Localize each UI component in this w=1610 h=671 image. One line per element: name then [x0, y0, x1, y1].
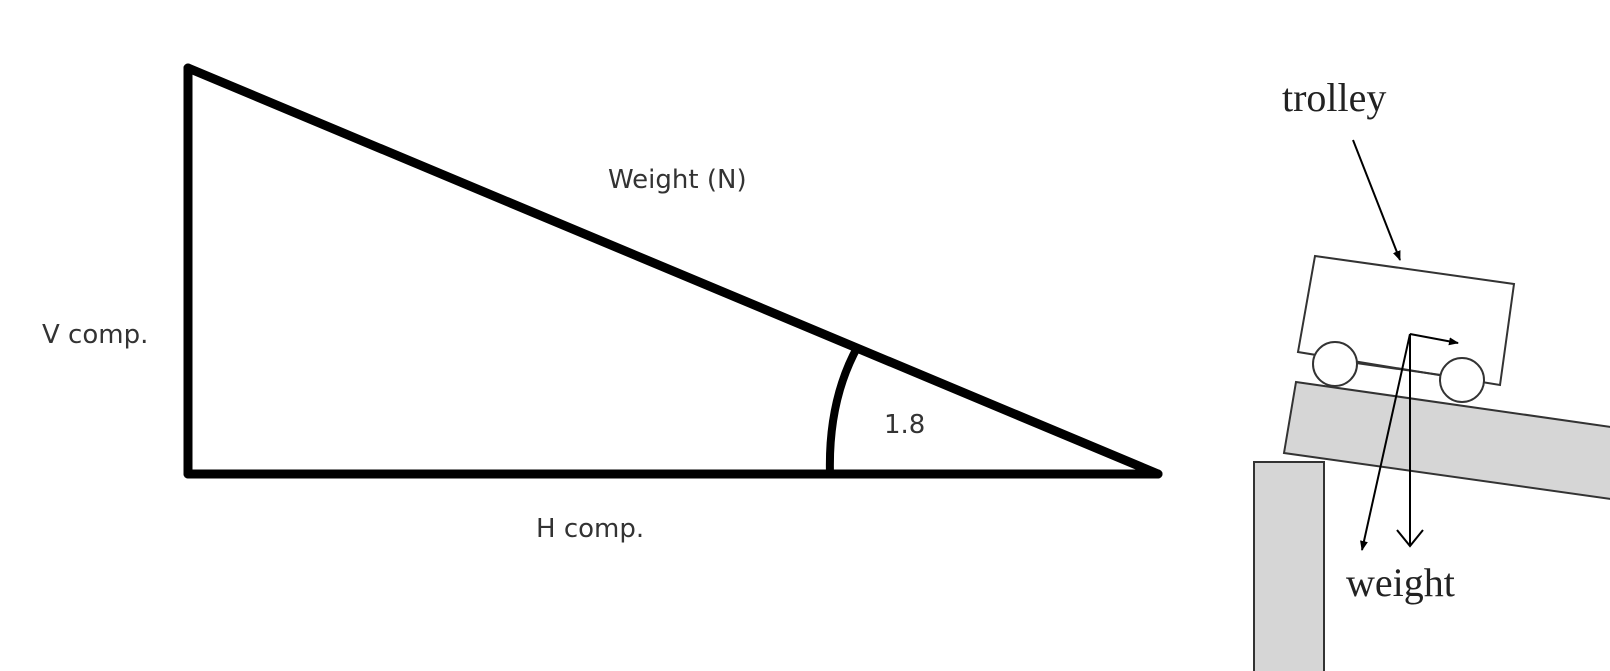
vertical-component-label: V comp. — [42, 320, 148, 350]
trolley-label: trolley — [1282, 75, 1386, 120]
perpendicular-component-arrow — [1360, 333, 1411, 551]
trolley-figure — [1253, 139, 1610, 671]
weight-hypotenuse-line — [183, 63, 1163, 479]
trolley-wheel-left — [1312, 341, 1358, 387]
angle-label: 1.8 — [884, 410, 925, 440]
horizontal-component-label: H comp. — [536, 514, 644, 544]
trolley-wheel-right — [1439, 357, 1485, 403]
inclined-ramp — [1282, 380, 1610, 500]
weight-label: weight — [1346, 560, 1455, 605]
support-post — [1253, 461, 1325, 671]
hypotenuse-label: Weight (N) — [608, 165, 747, 195]
weight-arrowhead — [1396, 529, 1424, 548]
trolley-pointer-arrow — [1352, 139, 1401, 261]
force-triangle — [183, 63, 1163, 479]
trolley — [1296, 254, 1516, 403]
parallel-component-arrow — [1409, 333, 1459, 346]
angle-arc — [825, 344, 862, 475]
